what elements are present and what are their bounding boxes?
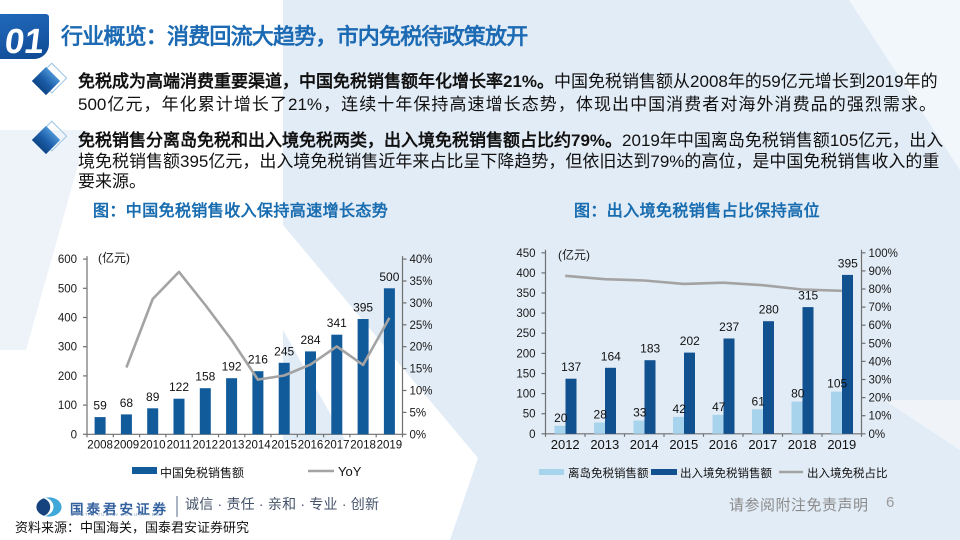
svg-text:280: 280 bbox=[759, 303, 779, 317]
svg-text:2016: 2016 bbox=[709, 437, 738, 452]
svg-text:2011: 2011 bbox=[167, 439, 192, 451]
svg-text:315: 315 bbox=[798, 289, 818, 303]
svg-text:2019: 2019 bbox=[827, 437, 856, 452]
svg-text:20%: 20% bbox=[410, 342, 433, 354]
svg-text:216: 216 bbox=[248, 353, 268, 367]
svg-text:80%: 80% bbox=[869, 284, 892, 296]
svg-text:2009: 2009 bbox=[114, 439, 140, 451]
svg-text:2013: 2013 bbox=[219, 439, 245, 451]
svg-text:137: 137 bbox=[561, 360, 581, 374]
svg-text:150: 150 bbox=[516, 369, 535, 381]
svg-text:300: 300 bbox=[516, 308, 535, 320]
svg-text:105: 105 bbox=[827, 377, 847, 391]
svg-text:出入境免税销售额: 出入境免税销售额 bbox=[680, 466, 772, 480]
svg-text:202: 202 bbox=[680, 334, 700, 348]
svg-text:164: 164 bbox=[601, 349, 621, 363]
svg-text:122: 122 bbox=[169, 380, 189, 394]
svg-text:30%: 30% bbox=[869, 375, 892, 387]
svg-text:0%: 0% bbox=[410, 429, 427, 441]
svg-text:0: 0 bbox=[529, 429, 535, 441]
svg-text:0: 0 bbox=[71, 429, 77, 441]
svg-text:中国免税销售额: 中国免税销售额 bbox=[160, 465, 244, 480]
svg-text:245: 245 bbox=[274, 344, 294, 358]
svg-text:10%: 10% bbox=[410, 386, 433, 398]
svg-text:50: 50 bbox=[523, 409, 536, 421]
svg-text:100: 100 bbox=[516, 389, 535, 401]
svg-text:350: 350 bbox=[516, 288, 535, 300]
svg-text:47: 47 bbox=[712, 400, 726, 414]
svg-text:0%: 0% bbox=[869, 429, 886, 441]
svg-text:(亿元): (亿元) bbox=[558, 247, 590, 262]
svg-text:70%: 70% bbox=[869, 302, 892, 314]
svg-text:250: 250 bbox=[516, 328, 535, 340]
svg-text:40%: 40% bbox=[869, 356, 892, 368]
svg-text:89: 89 bbox=[146, 390, 160, 404]
svg-text:400: 400 bbox=[516, 268, 535, 280]
svg-text:2019: 2019 bbox=[377, 439, 403, 451]
svg-text:2010: 2010 bbox=[140, 439, 166, 451]
svg-text:183: 183 bbox=[640, 342, 660, 356]
svg-text:2016: 2016 bbox=[298, 439, 324, 451]
svg-text:42: 42 bbox=[673, 402, 687, 416]
svg-text:5%: 5% bbox=[410, 407, 427, 419]
svg-text:100%: 100% bbox=[869, 248, 898, 260]
svg-text:395: 395 bbox=[838, 256, 858, 270]
svg-text:40%: 40% bbox=[410, 254, 433, 266]
svg-text:2013: 2013 bbox=[590, 437, 619, 452]
svg-text:90%: 90% bbox=[869, 266, 892, 278]
svg-text:2015: 2015 bbox=[669, 437, 698, 452]
svg-text:80: 80 bbox=[791, 387, 805, 401]
svg-text:20: 20 bbox=[554, 411, 568, 425]
svg-text:500: 500 bbox=[379, 270, 399, 284]
svg-text:395: 395 bbox=[353, 301, 373, 315]
svg-text:出入境免税占比: 出入境免税占比 bbox=[807, 466, 888, 480]
svg-text:33: 33 bbox=[633, 406, 647, 420]
svg-text:10%: 10% bbox=[869, 411, 892, 423]
svg-text:100: 100 bbox=[58, 400, 77, 412]
svg-text:25%: 25% bbox=[410, 320, 433, 332]
svg-text:158: 158 bbox=[195, 370, 215, 384]
svg-text:192: 192 bbox=[222, 360, 242, 374]
svg-text:450: 450 bbox=[516, 248, 535, 260]
svg-text:YoY: YoY bbox=[338, 464, 362, 479]
svg-text:2014: 2014 bbox=[630, 437, 659, 452]
svg-text:2018: 2018 bbox=[788, 437, 817, 452]
svg-text:离岛免税销售额: 离岛免税销售额 bbox=[568, 466, 649, 480]
svg-text:237: 237 bbox=[719, 320, 739, 334]
svg-text:2014: 2014 bbox=[245, 439, 271, 451]
svg-text:600: 600 bbox=[58, 254, 77, 266]
svg-text:2017: 2017 bbox=[324, 439, 350, 451]
svg-text:2012: 2012 bbox=[551, 437, 580, 452]
svg-text:15%: 15% bbox=[410, 364, 433, 376]
svg-text:30%: 30% bbox=[410, 298, 433, 310]
svg-text:59: 59 bbox=[93, 399, 107, 413]
svg-text:60%: 60% bbox=[869, 320, 892, 332]
svg-text:35%: 35% bbox=[410, 276, 433, 288]
svg-text:2015: 2015 bbox=[271, 439, 297, 451]
svg-text:200: 200 bbox=[516, 348, 535, 360]
svg-text:50%: 50% bbox=[869, 338, 892, 350]
svg-text:284: 284 bbox=[300, 333, 320, 347]
svg-text:300: 300 bbox=[58, 342, 77, 354]
svg-text:341: 341 bbox=[327, 316, 347, 330]
svg-text:20%: 20% bbox=[869, 393, 892, 405]
svg-text:400: 400 bbox=[58, 313, 77, 325]
svg-text:2008: 2008 bbox=[87, 439, 113, 451]
svg-text:28: 28 bbox=[594, 408, 608, 422]
svg-text:61: 61 bbox=[752, 394, 766, 408]
svg-text:200: 200 bbox=[58, 371, 77, 383]
svg-text:500: 500 bbox=[58, 283, 77, 295]
svg-text:2012: 2012 bbox=[193, 439, 219, 451]
svg-text:(亿元): (亿元) bbox=[98, 250, 130, 265]
svg-text:2018: 2018 bbox=[350, 439, 376, 451]
svg-text:68: 68 bbox=[120, 396, 134, 410]
svg-text:2017: 2017 bbox=[748, 437, 777, 452]
